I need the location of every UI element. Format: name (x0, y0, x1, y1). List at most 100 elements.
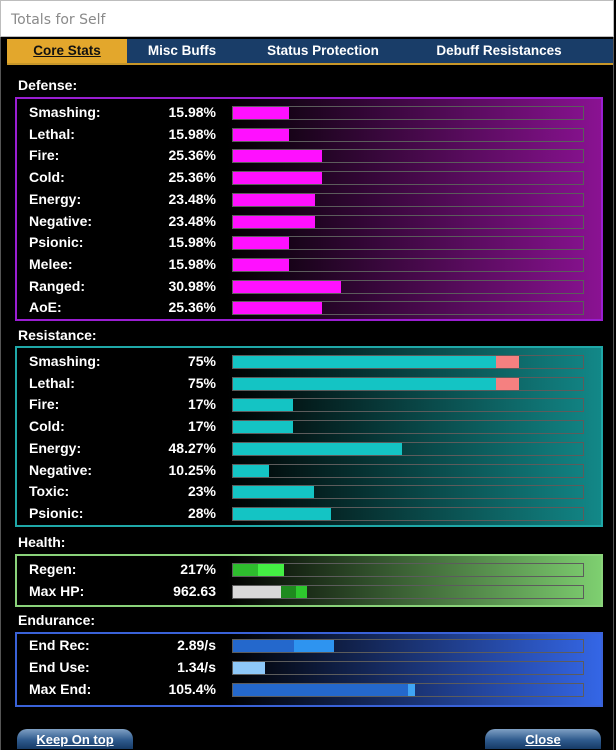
resistance-bar (232, 485, 584, 500)
defense-label: Smashing: (29, 104, 101, 120)
defense-bar (232, 149, 584, 164)
resistance-bar-fill (233, 356, 496, 368)
defense-bar-fill (233, 280, 341, 293)
defense-row: Melee: 15.98% (17, 255, 601, 275)
defense-value: 25.36% (168, 169, 216, 186)
tab-status-protection[interactable]: Status Protection (237, 39, 409, 63)
defense-bar (232, 257, 584, 272)
defense-bar (232, 106, 584, 120)
tab-status-protection-label: Status Protection (267, 43, 379, 58)
resistance-row: Lethal: 75% (17, 374, 601, 394)
health-bar-segment (296, 586, 307, 598)
defense-bar (232, 279, 584, 294)
resistance-row: Toxic: 23% (17, 482, 601, 502)
health-value: 217% (180, 561, 216, 577)
defense-row: Lethal: 15.98% (17, 125, 601, 145)
endurance-bar-segment (233, 684, 408, 696)
defense-bar (232, 236, 584, 251)
defense-label: AoE: (29, 299, 62, 316)
resistance-value: 75% (187, 374, 216, 391)
defense-bar (232, 171, 584, 186)
resistance-bar (232, 506, 584, 521)
defense-row: Smashing: 15.98% (17, 103, 601, 123)
health-bar (232, 585, 584, 599)
defense-value: 15.98% (168, 104, 216, 120)
health-bar-segment (258, 564, 284, 576)
defense-bar-fill (233, 150, 322, 163)
defense-bar-fill (233, 215, 315, 228)
defense-bar-fill (233, 237, 289, 250)
resistance-label: Lethal: (29, 374, 75, 391)
resistance-bar (232, 376, 584, 391)
resistance-title: Resistance: (18, 327, 97, 343)
defense-label: Lethal: (29, 125, 75, 142)
health-bar-segment (233, 586, 281, 598)
defense-value: 15.98% (168, 255, 216, 272)
defense-label: Psionic: (29, 234, 84, 251)
defense-value: 30.98% (168, 277, 216, 294)
health-panel: Regen: 217% Max HP: 962.63 (15, 554, 603, 607)
defense-bar (232, 214, 584, 229)
resistance-label: Psionic: (29, 504, 84, 521)
defense-row: Negative: 23.48% (17, 212, 601, 232)
keep-on-top-label: Keep On top (36, 732, 114, 747)
resistance-value: 28% (187, 504, 216, 521)
tab-core-stats-label: Core Stats (33, 43, 101, 58)
tab-core-stats[interactable]: Core Stats (7, 39, 127, 63)
tab-debuff-resistances[interactable]: Debuff Resistances (409, 39, 589, 63)
defense-bar-fill (233, 193, 315, 206)
defense-value: 25.36% (168, 299, 216, 316)
health-label: Max HP: (29, 583, 85, 599)
health-bar-segment (233, 564, 258, 576)
defense-value: 15.98% (168, 234, 216, 251)
keep-on-top-button[interactable]: Keep On top (17, 729, 133, 749)
resistance-row: Cold: 17% (17, 417, 601, 437)
resistance-value: 75% (187, 353, 216, 369)
endurance-panel: End Rec: 2.89/s End Use: 1.34/s Max End: 105.… (15, 632, 603, 707)
resistance-label: Energy: (29, 439, 82, 456)
window-title: Totals for Self (11, 12, 106, 28)
defense-value: 23.48% (168, 212, 216, 229)
resistance-label: Cold: (29, 418, 65, 435)
defense-label: Negative: (29, 212, 93, 229)
resistance-bar-overcap (496, 356, 519, 368)
close-button[interactable]: Close (485, 729, 601, 749)
window-title-bar[interactable]: Totals for Self (0, 0, 614, 37)
defense-bar-fill (233, 172, 322, 185)
defense-value: 23.48% (168, 190, 216, 207)
endurance-label: End Use: (29, 659, 90, 675)
resistance-panel: Smashing: 75% Lethal: 75% Fire: 17% Cold: 17% En… (15, 346, 603, 527)
resistance-bar (232, 463, 584, 478)
endurance-value: 105.4% (168, 681, 216, 697)
endurance-bar-segment (233, 662, 265, 674)
endurance-bar-segment (233, 640, 294, 652)
resistance-label: Negative: (29, 461, 93, 478)
endurance-label: End Rec: (29, 637, 90, 653)
defense-value: 15.98% (168, 125, 216, 142)
health-title: Health: (18, 534, 66, 550)
defense-bar (232, 192, 584, 207)
endurance-value: 2.89/s (177, 637, 216, 653)
defense-row: AoE: 25.36% (17, 298, 601, 318)
resistance-value: 10.25% (168, 461, 216, 478)
resistance-bar-fill (233, 421, 293, 434)
defense-bar-fill (233, 128, 289, 141)
defense-bar-fill (233, 107, 289, 119)
endurance-title: Endurance: (18, 612, 96, 628)
health-bar-segment (281, 586, 296, 598)
resistance-bar (232, 355, 584, 369)
resistance-bar (232, 420, 584, 435)
resistance-label: Smashing: (29, 353, 101, 369)
defense-label: Fire: (29, 147, 60, 164)
defense-row: Ranged: 30.98% (17, 277, 601, 297)
endurance-bar (232, 639, 584, 653)
resistance-bar-fill (233, 486, 314, 499)
defense-row: Psionic: 15.98% (17, 233, 601, 253)
resistance-bar-fill (233, 399, 293, 412)
tab-misc-buffs[interactable]: Misc Buffs (127, 39, 237, 63)
resistance-bar-fill (233, 507, 331, 520)
health-label: Regen: (29, 561, 77, 577)
endurance-label: Max End: (29, 681, 92, 697)
endurance-row: End Use: 1.34/s (17, 658, 601, 678)
resistance-bar-fill (233, 377, 496, 390)
